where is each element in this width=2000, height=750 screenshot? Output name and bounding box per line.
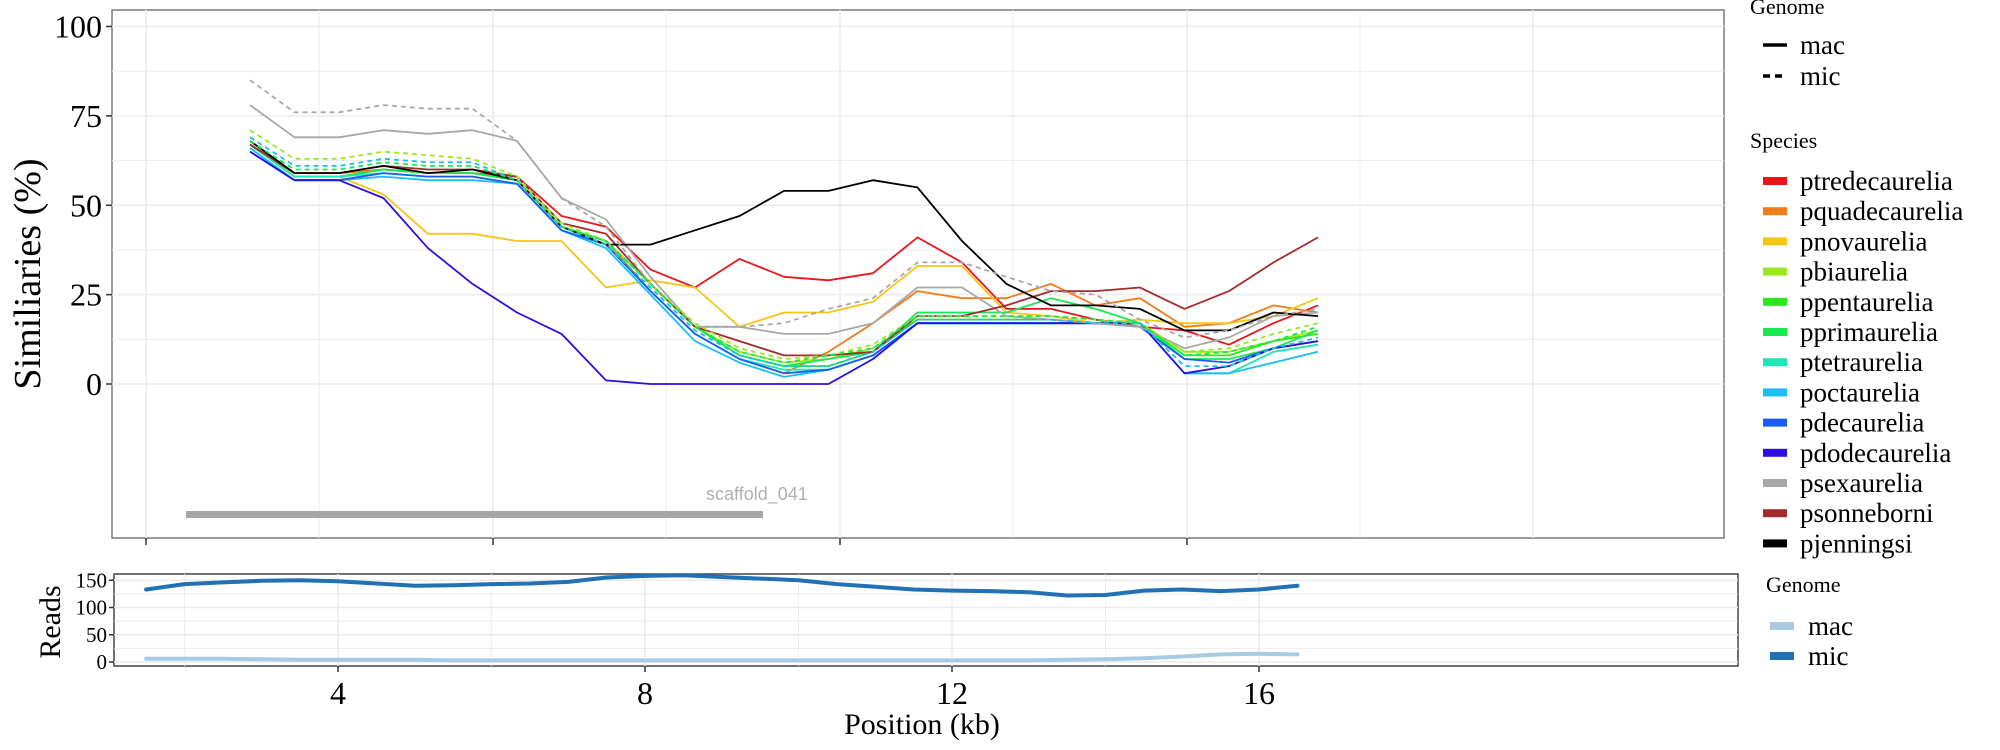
legend-label: pprimaurelia xyxy=(1800,317,1938,347)
x-tick-label: 16 xyxy=(1243,675,1275,711)
legend-key-pprimaurelia xyxy=(1763,328,1787,336)
legend-key-psexaurelia xyxy=(1763,479,1787,487)
legend-key-ppentaurelia xyxy=(1763,297,1787,306)
series-line-psexaurelia-mac xyxy=(249,104,1319,350)
x-tick-label: 12 xyxy=(936,675,968,711)
legend-label: ptredecaurelia xyxy=(1800,166,1953,196)
legend-key-mac xyxy=(1770,622,1794,630)
y-tick-label: 150 xyxy=(76,568,108,592)
legend-title: Species xyxy=(1750,128,1817,153)
legend-key-poctaurelia xyxy=(1763,388,1787,397)
similarity-gridlines xyxy=(112,10,1724,538)
y-tick-label: 50 xyxy=(86,623,107,647)
legend-label: psonneborni xyxy=(1800,498,1933,528)
legend-key-mic xyxy=(1770,652,1794,660)
series-line-psexaurelia-mic xyxy=(249,79,1319,339)
legend-key-pquadecaurelia xyxy=(1763,207,1787,216)
legend-label: pjenningsi xyxy=(1800,528,1913,558)
y-tick-label: 100 xyxy=(76,596,108,620)
legend-label: mic xyxy=(1800,61,1841,91)
similarity-series xyxy=(249,79,1319,385)
series-line-psonneborni-mac xyxy=(249,143,1319,357)
reads-gridlines xyxy=(114,574,1738,666)
similarity-panel: 0 25 50 75 100 scaffold_041 Similiaries (%) xyxy=(7,9,1725,545)
reads-plot-frame xyxy=(113,573,1739,667)
legend-title: Genome xyxy=(1766,572,1841,597)
legend-label: pdecaurelia xyxy=(1800,408,1924,438)
reads-y-ticks: 0 50 100 150 xyxy=(76,568,114,674)
legend-label: poctaurelia xyxy=(1800,377,1920,407)
x-tick-label: 4 xyxy=(330,675,346,711)
legend-label: ptetraurelia xyxy=(1800,347,1923,377)
legend-label: pbiaurelia xyxy=(1800,257,1908,287)
legend-label: pquadecaurelia xyxy=(1800,196,1963,226)
y-tick-label: 0 xyxy=(86,366,102,402)
scaffold-label: scaffold_041 xyxy=(706,484,808,505)
legend-label: psexaurelia xyxy=(1800,468,1923,498)
legend-label: mac xyxy=(1800,30,1845,60)
legend-key-ptredecaurelia xyxy=(1763,177,1787,185)
similarity-x-ticks xyxy=(145,538,1188,545)
y-tick-label: 25 xyxy=(70,277,102,313)
y-tick-label: 75 xyxy=(70,98,102,134)
similarity-y-ticks: 0 25 50 75 100 xyxy=(54,9,112,402)
y-tick-label: 50 xyxy=(70,187,102,223)
y-tick-label: 100 xyxy=(54,9,102,45)
similarity-y-axis-title: Similiaries (%) xyxy=(7,158,49,389)
legend-label: ppentaurelia xyxy=(1800,287,1933,317)
legend-key-pbiaurelia xyxy=(1763,267,1787,276)
legend-title: Genome xyxy=(1750,0,1825,19)
legend-label: pdodecaurelia xyxy=(1800,438,1951,468)
reads-line-mac xyxy=(144,651,1300,663)
reads-y-axis-title: Reads xyxy=(34,585,67,658)
legend-key-psonneborni xyxy=(1763,509,1787,518)
legend-key-pjenningsi xyxy=(1763,539,1787,548)
x-axis-title: Position (kb) xyxy=(844,708,1000,741)
legend-key-pdodecaurelia xyxy=(1763,448,1787,457)
legend-species: Species ptredecaureliapquadecaureliapnova… xyxy=(1750,128,1963,558)
legend-label: mac xyxy=(1808,611,1853,641)
reads-panel: 0 50 100 150 4 8 12 16 Reads Position (kb) xyxy=(34,568,1739,741)
legend-key-ptetraurelia xyxy=(1763,358,1787,367)
similarity-plot-frame xyxy=(111,9,1725,539)
reads-x-ticks: 4 8 12 16 xyxy=(330,666,1275,711)
legend-label: mic xyxy=(1808,641,1849,671)
legend-key-pnovaurelia xyxy=(1763,237,1787,246)
series-line-poctaurelia-mic xyxy=(249,136,1319,368)
y-tick-label: 0 xyxy=(97,650,108,674)
legend-label: pnovaurelia xyxy=(1800,226,1927,256)
series-line-pjenningsi-mac xyxy=(249,140,1319,332)
reads-line-mic xyxy=(144,573,1300,598)
scaffold-bar xyxy=(186,511,763,518)
x-tick-label: 8 xyxy=(637,675,653,711)
legend-key-pdecaurelia xyxy=(1763,418,1787,427)
reads-series xyxy=(144,573,1300,663)
